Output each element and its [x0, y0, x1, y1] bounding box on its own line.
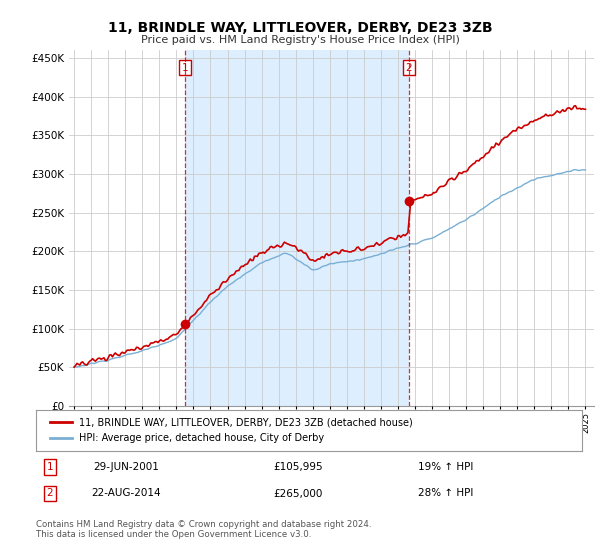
Text: 29-JUN-2001: 29-JUN-2001 — [93, 462, 159, 472]
Text: Price paid vs. HM Land Registry's House Price Index (HPI): Price paid vs. HM Land Registry's House … — [140, 35, 460, 45]
Bar — [185, 50, 409, 406]
Text: £265,000: £265,000 — [274, 488, 323, 498]
Legend: 11, BRINDLE WAY, LITTLEOVER, DERBY, DE23 3ZB (detached house), HPI: Average pric: 11, BRINDLE WAY, LITTLEOVER, DERBY, DE23… — [46, 414, 417, 447]
Text: 28% ↑ HPI: 28% ↑ HPI — [418, 488, 473, 498]
Text: 11, BRINDLE WAY, LITTLEOVER, DERBY, DE23 3ZB: 11, BRINDLE WAY, LITTLEOVER, DERBY, DE23… — [107, 21, 493, 35]
Text: 22-AUG-2014: 22-AUG-2014 — [91, 488, 161, 498]
Text: 1: 1 — [182, 63, 188, 73]
Text: Contains HM Land Registry data © Crown copyright and database right 2024.
This d: Contains HM Land Registry data © Crown c… — [36, 520, 371, 539]
Text: 19% ↑ HPI: 19% ↑ HPI — [418, 462, 473, 472]
Text: 1: 1 — [46, 462, 53, 472]
Text: 2: 2 — [46, 488, 53, 498]
Text: 2: 2 — [406, 63, 412, 73]
Text: £105,995: £105,995 — [273, 462, 323, 472]
